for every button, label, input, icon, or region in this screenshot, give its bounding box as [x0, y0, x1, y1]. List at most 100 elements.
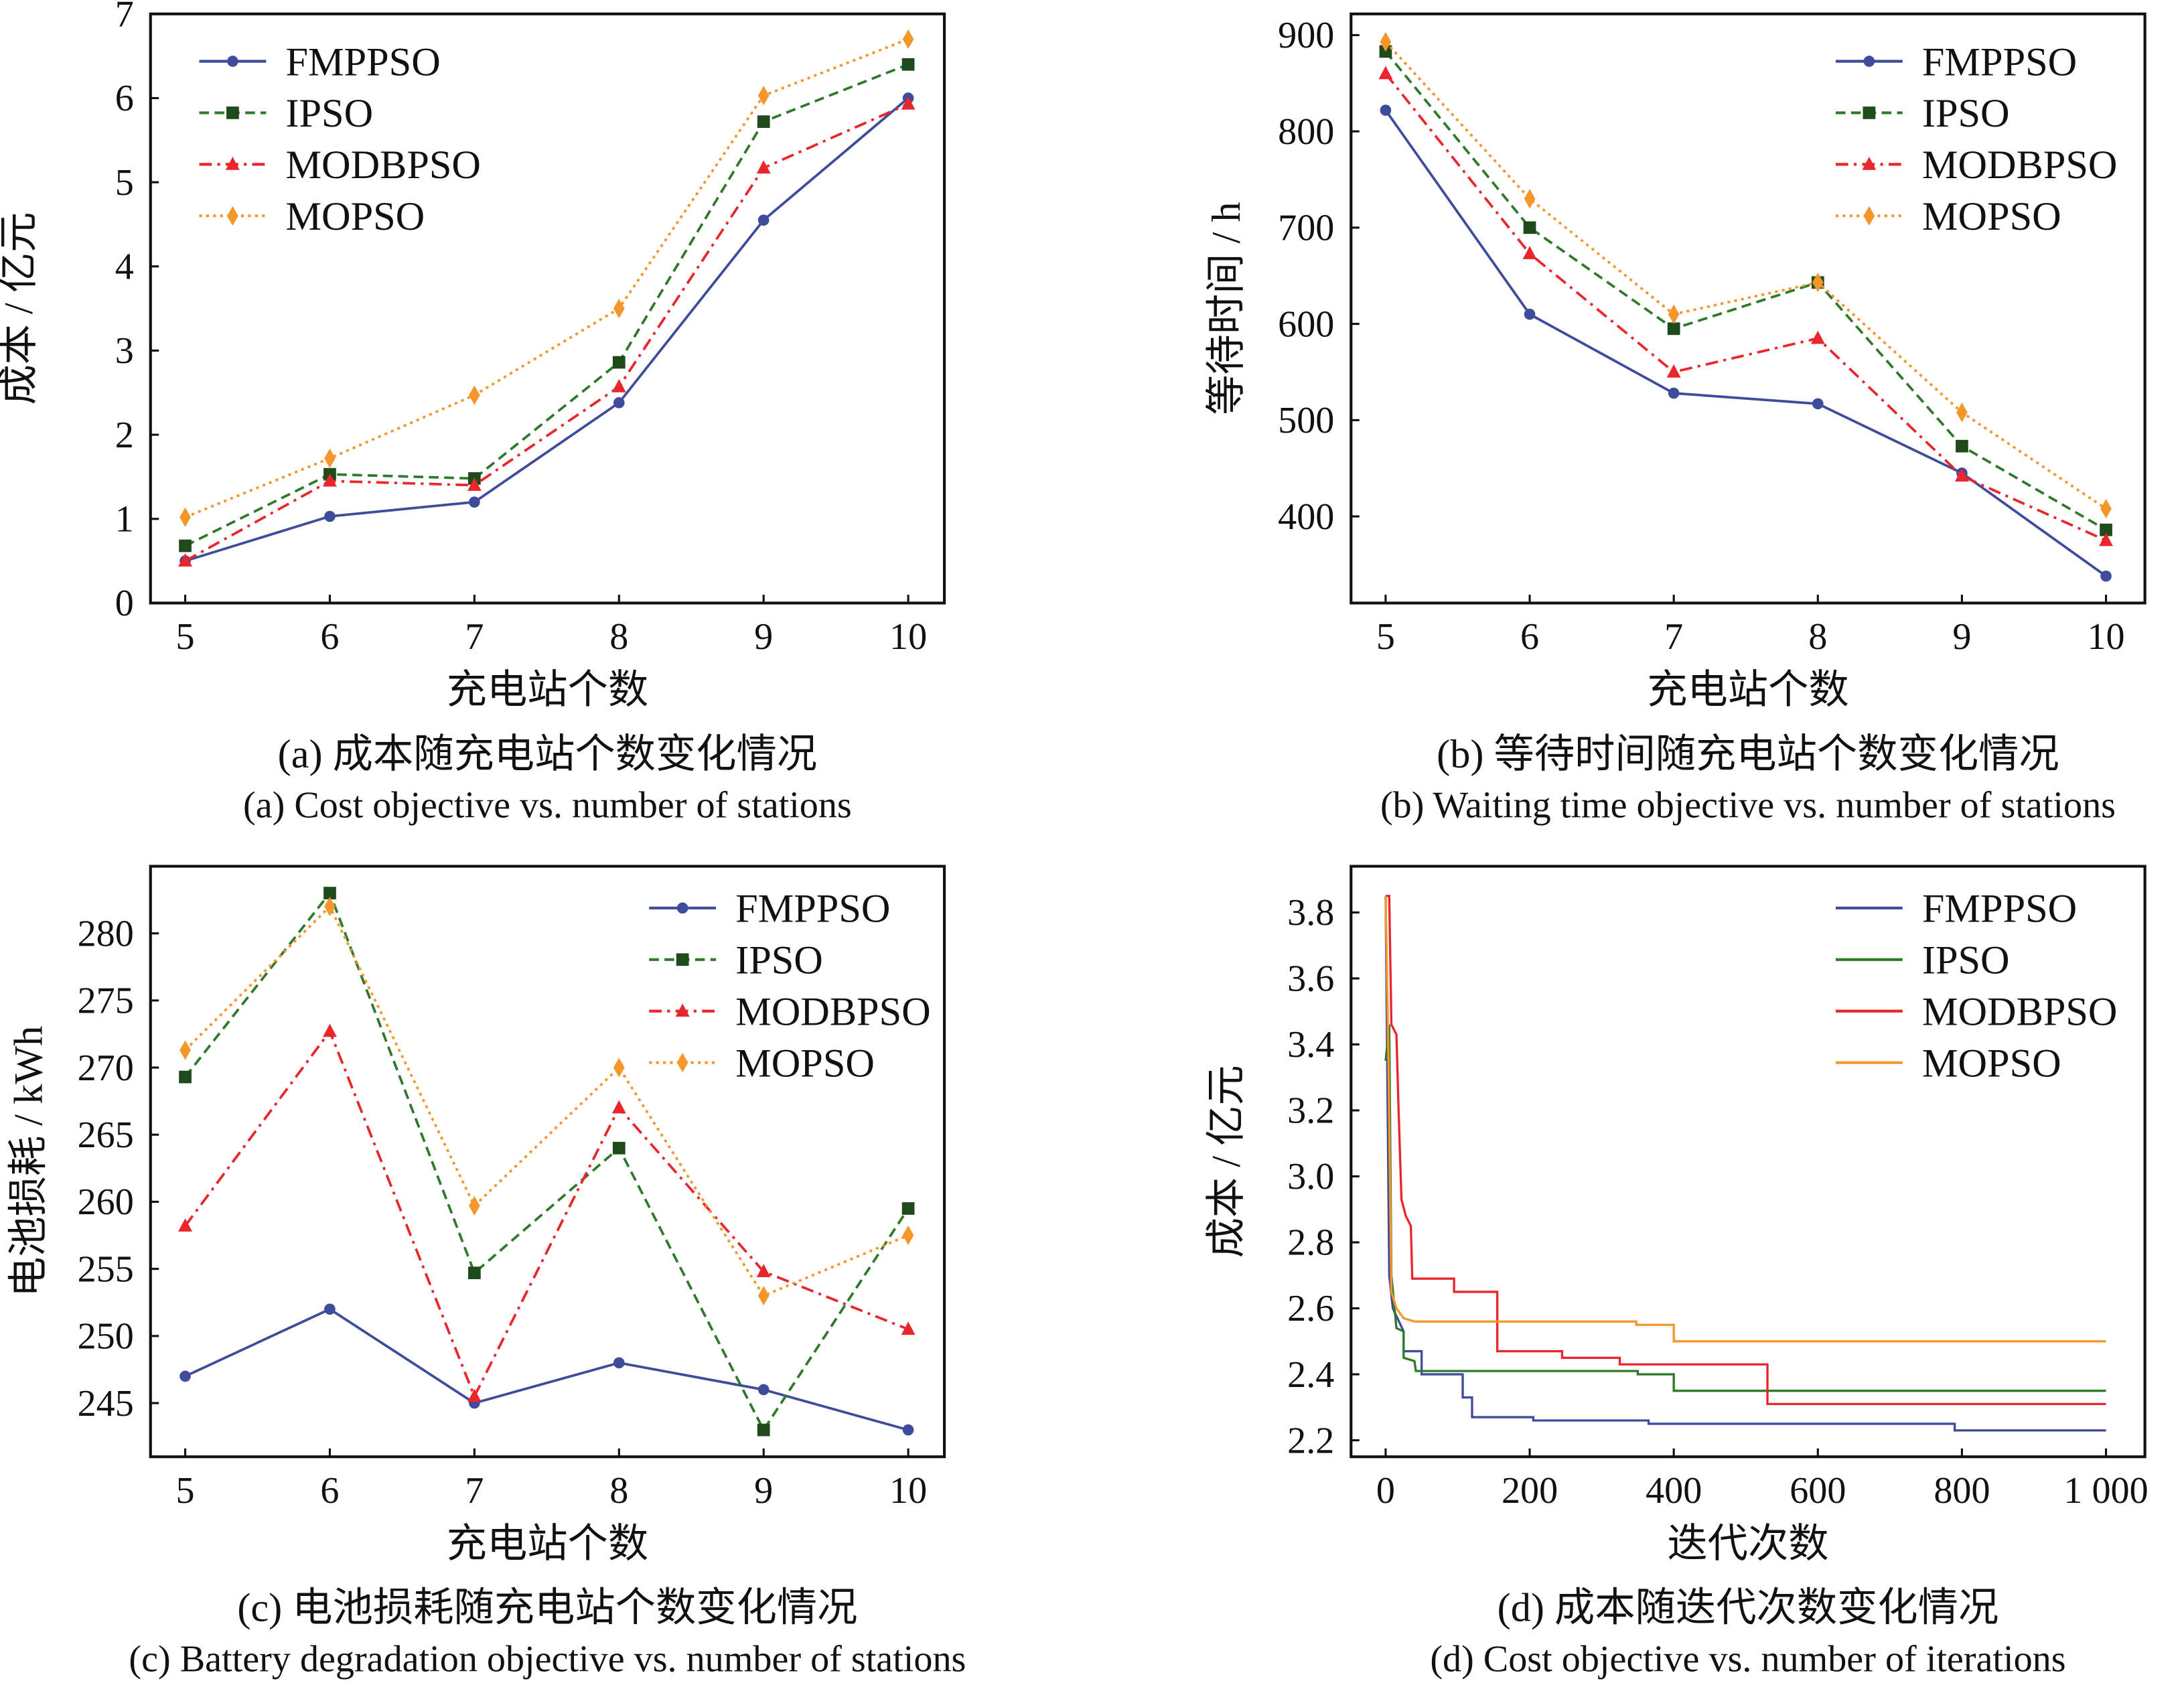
data-point-ipso: [1667, 322, 1680, 336]
data-point-modbpso: [756, 160, 771, 174]
data-point-mopso: [2100, 499, 2112, 519]
data-point-modbpso: [178, 1218, 192, 1232]
y-tick-label: 245: [78, 1383, 134, 1424]
series-line-fmppso: [184, 1307, 909, 1431]
data-point-mopso: [1668, 304, 1680, 324]
y-tick-label: 0: [115, 583, 134, 624]
y-tick-label: 500: [1278, 400, 1334, 441]
series-line-modbpso: [1384, 72, 2107, 542]
legend-label-mopso: MOPSO: [1922, 1041, 2061, 1086]
x-axis-label: 迭代次数: [1667, 1522, 1828, 1566]
data-point-modbpso: [1666, 364, 1681, 378]
y-tick-label: 280: [78, 913, 134, 954]
data-point-mopso: [902, 29, 914, 50]
x-tick-label: 6: [320, 1470, 339, 1512]
x-tick-label: 9: [754, 1470, 773, 1512]
caption-cn: (c) 电池损耗随充电站个数变化情况: [237, 1586, 857, 1631]
data-point-ipso: [612, 356, 626, 369]
legend-label-mopso: MOPSO: [1922, 194, 2061, 239]
y-tick-label: 3.2: [1287, 1090, 1334, 1132]
x-tick-label: 0: [1376, 1470, 1395, 1512]
x-tick-label: 9: [754, 616, 773, 658]
y-tick-label: 4: [115, 246, 134, 288]
data-point-modbpso: [611, 1100, 626, 1114]
y-axis-label: 成本 / 亿元: [0, 212, 42, 405]
legend-label-mopso: MOPSO: [735, 1041, 875, 1086]
legend-marker-mopso: [227, 206, 238, 226]
legend-marker-ipso: [226, 106, 239, 119]
data-point-ipso: [612, 1141, 626, 1155]
data-point-ipso: [757, 115, 770, 129]
data-point-ipso: [901, 58, 915, 71]
y-tick-label: 3.0: [1287, 1156, 1334, 1197]
data-point-fmppso: [469, 496, 480, 508]
data-point-mopso: [1524, 189, 1536, 209]
series-line-mopso: [184, 38, 909, 518]
data-point-mopso: [902, 1225, 914, 1246]
series-line-fmppso: [1384, 895, 2106, 1432]
x-tick-label: 10: [2087, 616, 2124, 658]
chart-panel-c: 5 6 7 8 9 10 245 250 255 260 265 270 275 280 充电站个数 电池损耗…: [7, 865, 966, 1680]
y-tick-label: 2.6: [1287, 1288, 1334, 1329]
x-tick-label: 7: [465, 616, 484, 658]
data-point-mopso: [179, 1040, 191, 1060]
data-point-fmppso: [1524, 308, 1536, 320]
data-point-ipso: [323, 887, 336, 899]
x-axis-label: 充电站个数: [1647, 668, 1848, 713]
series-line-ipso: [184, 890, 909, 1433]
y-tick-label: 2.2: [1287, 1420, 1334, 1461]
data-point-mopso: [324, 448, 336, 468]
legend-marker-ipso: [1863, 106, 1876, 119]
legend-marker-modbpso: [675, 1003, 690, 1017]
caption-en: (d) Cost objective vs. number of iterati…: [1430, 1638, 2065, 1680]
series-line-modbpso: [184, 102, 909, 563]
series-line-fmppso: [184, 97, 909, 563]
plot-frame: [1350, 865, 2146, 1459]
data-point-mopso: [1812, 273, 1824, 293]
legend-label-ipso: IPSO: [1922, 938, 2010, 983]
data-point-modbpso: [467, 1388, 482, 1402]
data-point-modbpso: [178, 553, 192, 567]
x-tick-label: 8: [609, 1470, 628, 1512]
plot-frame: [149, 12, 946, 605]
legend-marker-fmppso: [676, 902, 688, 914]
data-point-ipso: [179, 1070, 192, 1084]
chart-panel-d: 0 200 400 600 800 1 000 2.2 2.4 2.6 2.8 3.0 3.2 3.4 3…: [1204, 865, 2149, 1680]
legend-marker-ipso: [676, 953, 689, 966]
data-point-ipso: [468, 1266, 481, 1280]
series-line-mopso: [1384, 41, 2107, 510]
data-point-fmppso: [2100, 570, 2112, 582]
y-tick-label: 600: [1278, 303, 1334, 345]
chart-panel-a: 5 6 7 8 9 10 0 1 2 3 4 5 6 7 充电站个数 成本 / 亿元 (a) 成本随充电站个数变…: [0, 0, 946, 826]
y-axis-label: 等待时间 / h: [1204, 202, 1249, 415]
data-point-modbpso: [611, 379, 626, 392]
x-tick-label: 6: [320, 616, 339, 658]
legend-label-fmppso: FMPPSO: [735, 887, 890, 932]
data-point-fmppso: [179, 1370, 191, 1382]
data-point-mopso: [613, 299, 625, 319]
x-tick-label: 800: [1934, 1470, 1990, 1512]
data-point-modbpso: [2099, 532, 2113, 546]
x-tick-label: 6: [1520, 616, 1539, 658]
x-tick-label: 200: [1502, 1470, 1558, 1512]
series-line-modbpso: [184, 1029, 909, 1400]
caption-cn: (d) 成本随迭代次数变化情况: [1498, 1586, 1999, 1631]
legend-label-fmppso: FMPPSO: [1922, 40, 2077, 84]
data-point-ipso: [901, 1202, 915, 1215]
y-tick-label: 3: [115, 330, 134, 372]
data-point-fmppso: [324, 1303, 336, 1315]
data-point-modbpso: [756, 1264, 771, 1277]
plot-frame: [1350, 12, 2146, 605]
data-point-modbpso: [901, 1321, 916, 1335]
legend-marker-modbpso: [1862, 156, 1877, 170]
legend-label-modbpso: MODBPSO: [735, 990, 931, 1035]
y-tick-label: 800: [1278, 111, 1334, 153]
y-tick-label: 275: [78, 980, 134, 1022]
y-tick-label: 7: [115, 0, 134, 35]
series-line-ipso: [184, 63, 909, 547]
caption-en: (a) Cost objective vs. number of station…: [243, 785, 852, 826]
x-tick-label: 400: [1646, 1470, 1702, 1512]
y-tick-label: 260: [78, 1181, 134, 1223]
legend-label-fmppso: FMPPSO: [285, 40, 440, 84]
